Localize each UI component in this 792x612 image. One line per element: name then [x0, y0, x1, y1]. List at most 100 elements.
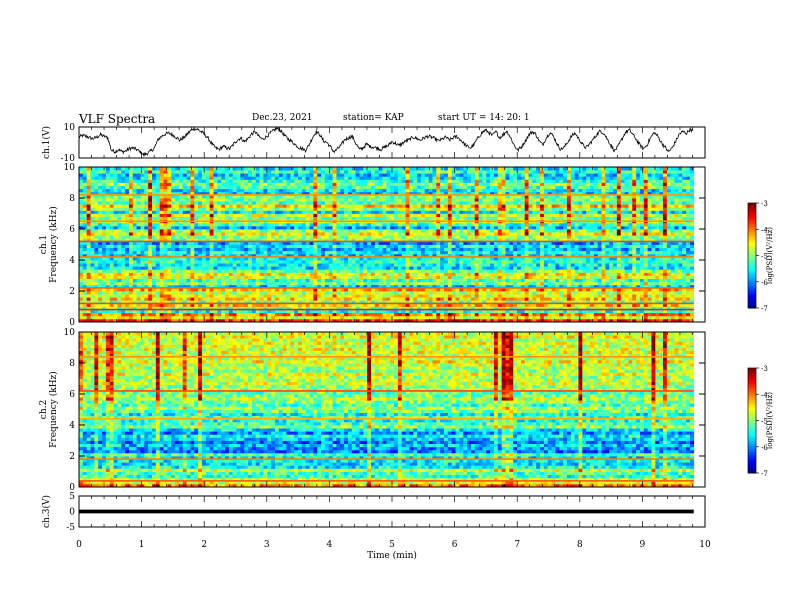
spectrogram-cell	[559, 235, 564, 239]
spectrogram-cell	[347, 247, 353, 252]
spectrogram-cell	[647, 269, 652, 273]
spectrogram-cell	[371, 256, 376, 261]
spectrogram-cell	[636, 303, 641, 307]
spectrogram-cell	[647, 318, 652, 323]
spectrogram-cell	[674, 318, 679, 323]
spectrogram-cell	[347, 291, 353, 295]
spectrogram-cell	[397, 306, 403, 310]
spectrogram-cell	[570, 269, 576, 273]
spectrogram-cell	[313, 315, 318, 320]
spectrogram-cell	[205, 309, 211, 314]
spectrogram-cell	[409, 238, 414, 242]
spectrogram-cell	[98, 294, 103, 298]
spectrogram-cell	[367, 278, 372, 283]
spectrogram-cell	[578, 315, 583, 320]
spectrogram-cell	[194, 263, 199, 267]
spectrogram-cell	[597, 269, 602, 273]
spectrogram-cell	[578, 306, 583, 310]
spectrogram-cell	[432, 278, 437, 283]
spectrogram-cell	[324, 315, 330, 320]
spectrogram-cell	[178, 250, 184, 255]
spectrogram-cell	[286, 266, 291, 270]
spectrogram-cell	[628, 244, 633, 248]
spectrogram-cell	[382, 235, 387, 239]
spectrogram-cell	[109, 253, 114, 258]
spectrogram-cell	[225, 266, 230, 270]
spectrogram-cell	[428, 250, 433, 255]
spectrogram-cell	[647, 229, 652, 233]
spectrogram-cell	[105, 247, 111, 252]
spectrogram-cell	[474, 275, 479, 279]
spectrogram-cell	[440, 287, 445, 292]
spectrogram-cell	[278, 300, 284, 304]
spectrogram-cell	[109, 256, 114, 261]
spectrogram-cell	[148, 275, 153, 279]
spectrogram-cell	[286, 229, 291, 233]
spectrogram-cell	[420, 318, 426, 323]
spectrogram-cell	[382, 291, 387, 295]
spectrogram-cell	[643, 300, 649, 304]
spectrogram-cell	[128, 260, 134, 264]
spectrogram-cell	[113, 241, 118, 245]
spectrogram-cell	[570, 318, 576, 323]
spectrogram-cell	[413, 284, 418, 289]
spectrogram-cell	[455, 281, 460, 286]
spectrogram-cell	[271, 263, 276, 267]
spectrogram-cell	[586, 272, 591, 276]
spectrogram-cell	[482, 235, 487, 239]
spectrogram-cell	[543, 241, 549, 245]
spectrogram-cell	[313, 232, 318, 236]
spectrogram-cell	[244, 306, 249, 310]
spectrogram-cell	[605, 312, 610, 317]
spectrogram-cell	[344, 278, 349, 283]
spectrogram-cell	[509, 260, 514, 264]
spectrogram-cell	[520, 291, 526, 295]
spectrogram-cell	[82, 306, 88, 310]
spectrogram-cell	[394, 294, 399, 298]
spectrogram-cell	[582, 306, 587, 310]
spectrogram-cell	[655, 238, 660, 242]
spectrogram-cell	[451, 232, 456, 236]
spectrogram-cell	[470, 312, 476, 317]
spectrogram-cell	[263, 272, 268, 276]
spectrogram-cell	[132, 300, 138, 304]
spectrogram-cell	[228, 229, 234, 233]
spectrogram-cell	[301, 284, 307, 289]
spectrogram-cell	[605, 247, 610, 252]
spectrogram-cell	[424, 244, 430, 248]
spectrogram-cell	[105, 278, 111, 283]
spectrogram-cell	[420, 266, 426, 270]
spectrogram-cell	[620, 250, 625, 255]
spectrogram-cell	[128, 272, 134, 276]
spectrogram-cell	[409, 272, 414, 276]
spectrogram-cell	[263, 306, 268, 310]
spectrogram-cell	[298, 266, 303, 270]
spectrogram-cell	[520, 318, 526, 323]
spectrogram-cell	[467, 300, 472, 304]
spectrogram-cell	[324, 241, 330, 245]
spectrogram-cell	[593, 232, 599, 236]
spectrogram-cell	[347, 294, 353, 298]
spectrogram-cell	[332, 232, 337, 236]
spectrogram-cell	[251, 266, 257, 270]
spectrogram-cell	[605, 238, 610, 242]
spectrogram-cell	[374, 306, 380, 310]
spectrogram-cell	[109, 263, 114, 267]
spectrogram-cell	[340, 306, 345, 310]
spectrogram-cell	[363, 278, 368, 283]
spectrogram-cell	[574, 275, 579, 279]
spectrogram-cell	[520, 278, 526, 283]
spectrogram-cell	[298, 312, 303, 317]
spectrogram-cell	[601, 297, 606, 301]
spectrogram-cell	[175, 315, 180, 320]
spectrogram-cell	[178, 281, 184, 286]
spectrogram-cell	[551, 275, 556, 279]
spectrogram-cell	[593, 315, 599, 320]
spectrogram-cell	[497, 294, 503, 298]
spectrogram-cell	[305, 287, 310, 292]
spectrogram-cell	[482, 238, 487, 242]
spectrogram-cell	[236, 287, 241, 292]
spectrogram-cell	[405, 244, 410, 248]
spectrogram-cell	[474, 300, 479, 304]
spectrogram-cell	[221, 263, 226, 267]
